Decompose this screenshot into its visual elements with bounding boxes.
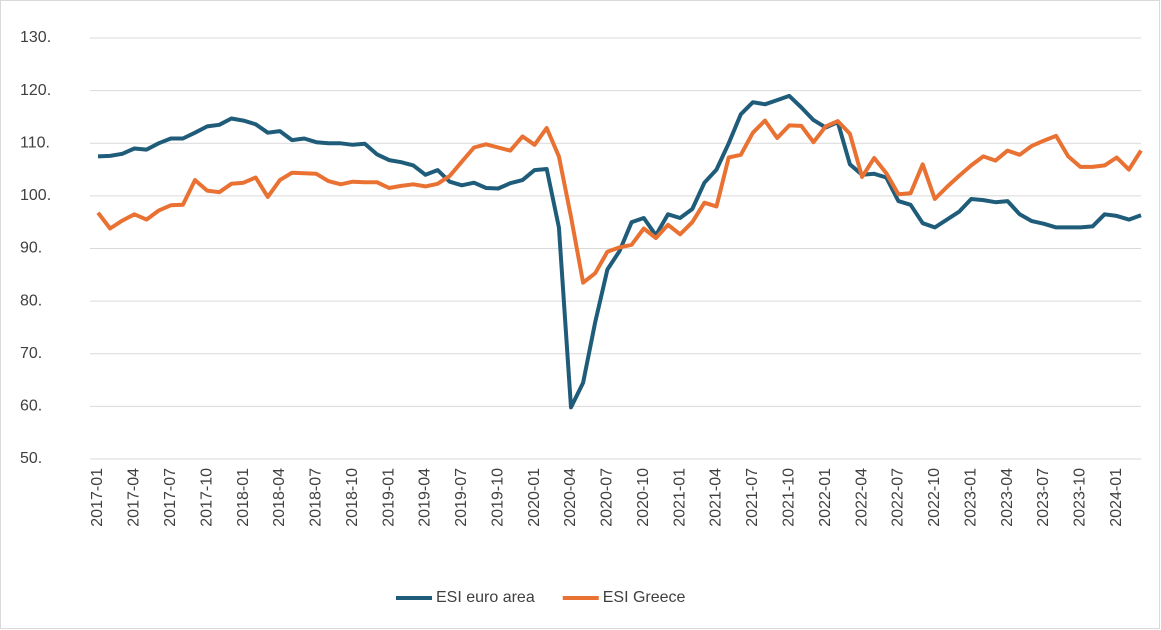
y-tick-label: 70. bbox=[20, 345, 42, 362]
x-tick-label: 2018-01 bbox=[235, 468, 252, 527]
x-tick-label: 2018-07 bbox=[308, 468, 325, 527]
y-tick-label: 50. bbox=[20, 450, 42, 467]
x-tick-label: 2018-10 bbox=[344, 468, 361, 527]
x-tick-label: 2021-07 bbox=[744, 468, 761, 527]
x-tick-label: 2021-10 bbox=[781, 468, 798, 527]
legend-label: ESI euro area bbox=[436, 589, 535, 606]
y-tick-label: 130. bbox=[20, 29, 51, 46]
x-tick-label: 2023-07 bbox=[1035, 468, 1052, 527]
x-tick-label: 2023-04 bbox=[999, 468, 1016, 527]
x-tick-label: 2022-07 bbox=[890, 468, 907, 527]
x-tick-label: 2019-04 bbox=[417, 468, 434, 527]
x-tick-label: 2023-01 bbox=[962, 468, 979, 527]
y-tick-label: 80. bbox=[20, 292, 42, 309]
y-tick-label: 60. bbox=[20, 398, 42, 415]
x-tick-label: 2023-10 bbox=[1072, 468, 1089, 527]
x-tick-label: 2019-07 bbox=[453, 468, 470, 527]
x-tick-label: 2021-01 bbox=[671, 468, 688, 527]
x-tick-label: 2017-04 bbox=[126, 468, 143, 527]
x-tick-label: 2022-10 bbox=[926, 468, 943, 527]
x-tick-label: 2017-01 bbox=[89, 468, 106, 527]
data-line bbox=[96, 118, 1143, 285]
x-tick-label: 2017-10 bbox=[198, 468, 215, 527]
x-tick-label: 2019-01 bbox=[380, 468, 397, 527]
x-tick-label: 2020-10 bbox=[635, 468, 652, 527]
x-tick-label: 2019-10 bbox=[489, 468, 506, 527]
y-tick-label: 100. bbox=[20, 187, 51, 204]
x-tick-label: 2021-04 bbox=[708, 468, 725, 527]
x-tick-label: 2020-04 bbox=[562, 468, 579, 527]
x-tick-label: 2020-01 bbox=[526, 468, 543, 527]
y-tick-label: 90. bbox=[20, 240, 42, 257]
x-tick-label: 2020-07 bbox=[599, 468, 616, 527]
y-tick-label: 110. bbox=[20, 134, 50, 151]
x-tick-label: 2022-01 bbox=[817, 468, 834, 527]
x-tick-label: 2018-04 bbox=[271, 468, 288, 527]
x-tick-label: 2017-07 bbox=[162, 468, 179, 527]
y-tick-label: 120. bbox=[20, 82, 51, 99]
x-tick-label: 2024-01 bbox=[1108, 468, 1125, 527]
data-line bbox=[97, 93, 1142, 410]
legend-label: ESI Greece bbox=[603, 589, 686, 606]
x-tick-label: 2022-04 bbox=[853, 468, 870, 527]
